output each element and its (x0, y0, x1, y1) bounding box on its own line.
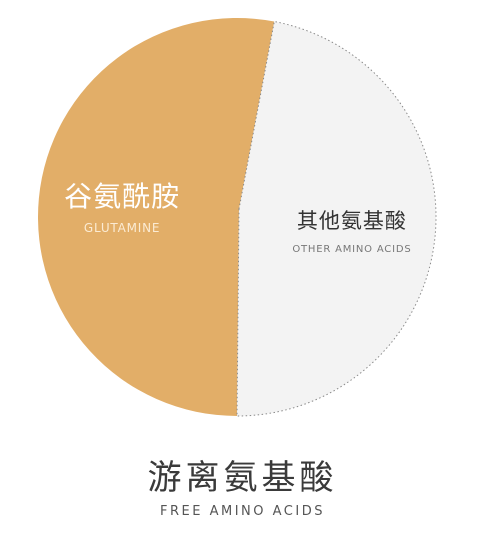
slice-label-0: 谷氨酰胺 (64, 180, 180, 213)
pie-slices (37, 17, 437, 417)
pie-labels: 谷氨酰胺 GLUTAMINE 其他氨基酸 OTHER AMINO ACIDS (64, 180, 411, 255)
pie-chart: 谷氨酰胺 GLUTAMINE 其他氨基酸 OTHER AMINO ACIDS (37, 17, 437, 417)
pie-slice-1 (236, 20, 437, 417)
chart-title: 游离氨基酸 (147, 458, 338, 498)
slice-sublabel-1: OTHER AMINO ACIDS (292, 244, 411, 255)
slice-sublabel-0: GLUTAMINE (84, 221, 160, 235)
pie-slice-0 (37, 17, 275, 417)
slice-label-1: 其他氨基酸 (297, 209, 407, 233)
chart-subtitle: FREE AMINO ACIDS (160, 504, 325, 519)
